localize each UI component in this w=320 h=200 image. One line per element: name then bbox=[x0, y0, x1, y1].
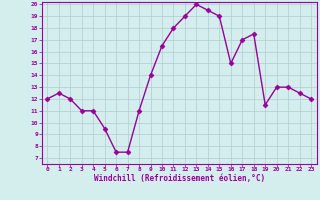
X-axis label: Windchill (Refroidissement éolien,°C): Windchill (Refroidissement éolien,°C) bbox=[94, 174, 265, 183]
